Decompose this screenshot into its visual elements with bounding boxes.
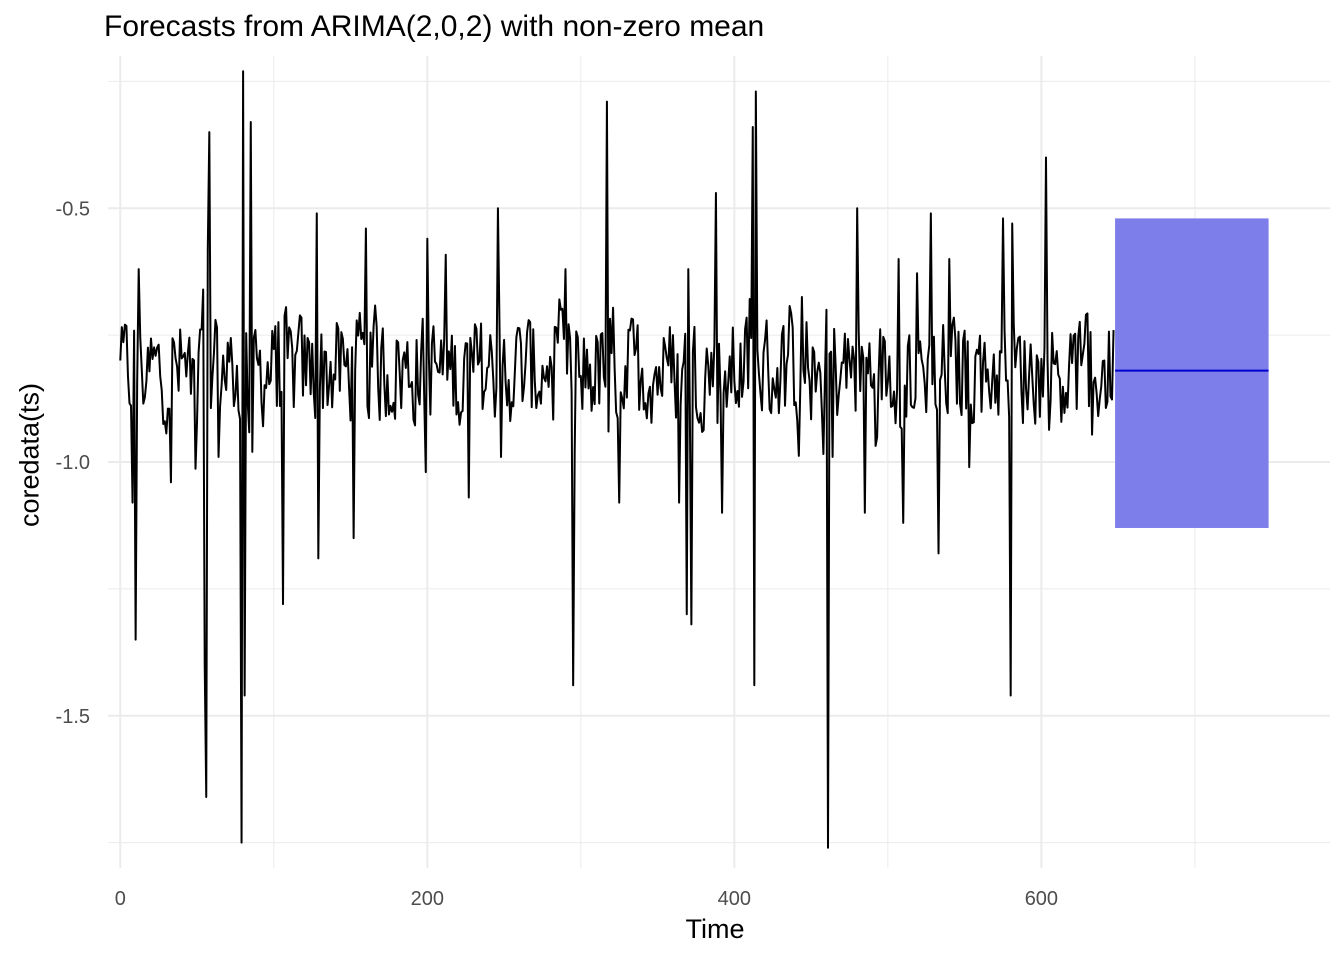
y-tick-label: -1.5 bbox=[56, 706, 90, 728]
y-tick-label: -0.5 bbox=[56, 198, 90, 220]
tick-label-layer: 0 200 400 600 -1.5 -1.0 -0.5 bbox=[56, 198, 1059, 910]
major-grid bbox=[108, 56, 1330, 868]
series-layer bbox=[119, 70, 1115, 849]
forecast-band-layer bbox=[1115, 218, 1269, 528]
x-tick-label: 400 bbox=[718, 888, 751, 910]
x-axis-title: Time bbox=[685, 914, 745, 944]
x-tick-label: 200 bbox=[411, 888, 444, 910]
y-axis-title: coredata(ts) bbox=[14, 382, 45, 528]
forecast-interval-band bbox=[1115, 218, 1269, 528]
y-tick-label: -1.0 bbox=[56, 452, 90, 474]
observed-series-line bbox=[119, 70, 1115, 849]
x-tick-label: 600 bbox=[1025, 888, 1058, 910]
x-tick-label: 0 bbox=[115, 888, 126, 910]
chart-title: Forecasts from ARIMA(2,0,2) with non-zer… bbox=[104, 10, 765, 43]
